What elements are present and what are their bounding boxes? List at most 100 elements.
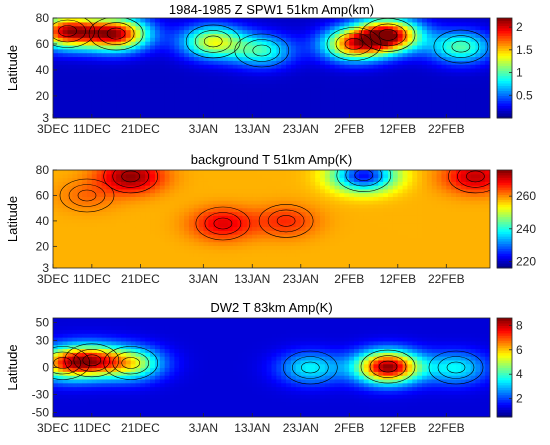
heatmap-cell [77, 260, 83, 265]
colorbar-segment [497, 105, 512, 109]
heatmap-cell [441, 79, 447, 84]
heatmap-cell [242, 41, 248, 46]
heatmap-cell [426, 230, 433, 235]
heatmap-cell [300, 252, 307, 258]
heatmap-cell [62, 48, 69, 54]
heatmap-cell [378, 260, 384, 265]
heatmap-cell [169, 18, 175, 23]
heatmap-cell [237, 56, 243, 61]
heatmap-cell [354, 21, 360, 27]
heatmap-cell [368, 237, 375, 243]
heatmap-cell [485, 110, 490, 115]
heatmap-cell [407, 33, 413, 38]
heatmap-cell [480, 196, 486, 201]
heatmap-cell [286, 75, 292, 81]
heatmap-cell [96, 44, 103, 50]
heatmap-cell [295, 249, 302, 254]
heatmap-cell [368, 219, 375, 224]
heatmap-cell [203, 252, 209, 258]
heatmap-cell [310, 18, 316, 23]
heatmap-cell [480, 56, 486, 61]
heatmap-cell [358, 110, 365, 115]
heatmap-cell [378, 114, 384, 118]
heatmap-cell [101, 215, 108, 220]
heatmap-cell [426, 91, 433, 96]
heatmap-cell [111, 102, 117, 108]
heatmap-cell [62, 52, 69, 58]
heatmap-cell [451, 173, 457, 179]
heatmap-cell [256, 237, 263, 243]
heatmap-cell [252, 170, 258, 175]
heatmap-cell [324, 237, 331, 243]
heatmap-cell [431, 192, 438, 197]
heatmap-cell [145, 48, 151, 54]
heatmap-cell [101, 94, 108, 100]
heatmap-cell [247, 41, 253, 46]
heatmap-cell [329, 60, 336, 65]
heatmap-cell [402, 71, 409, 77]
heatmap-cell [460, 222, 467, 228]
heatmap-cell [193, 234, 200, 239]
heatmap-cell [218, 177, 224, 182]
heatmap-cell [451, 102, 457, 108]
heatmap-cell [130, 91, 137, 96]
heatmap-cell [431, 177, 438, 182]
heatmap-cell [354, 18, 360, 23]
heatmap-cell [281, 234, 287, 239]
heatmap-cell [422, 110, 428, 115]
heatmap-cell [286, 264, 292, 268]
heatmap-cell [339, 249, 345, 254]
heatmap-cell [101, 203, 108, 209]
heatmap-cell [261, 98, 268, 104]
heatmap-cell [184, 181, 190, 186]
heatmap-cell [242, 173, 248, 179]
heatmap-cell [334, 33, 341, 38]
heatmap-cell [203, 170, 209, 175]
heatmap-cell [86, 56, 93, 61]
heatmap-cell [436, 234, 443, 239]
heatmap-cell [456, 222, 462, 228]
heatmap-cell [383, 203, 389, 209]
heatmap-cell [397, 52, 404, 58]
heatmap-cell [412, 256, 418, 262]
heatmap-cell [358, 177, 365, 182]
heatmap-cell [120, 102, 127, 108]
heatmap-cell [53, 21, 59, 27]
heatmap-cell [349, 237, 355, 243]
heatmap-cell [334, 56, 341, 61]
heatmap-cell [86, 75, 93, 81]
heatmap-cell [72, 75, 78, 81]
heatmap-cell [475, 181, 481, 186]
heatmap-cell [363, 192, 370, 197]
heatmap-cell [77, 71, 83, 77]
heatmap-cell [412, 188, 418, 194]
heatmap-cell [295, 170, 302, 175]
heatmap-cell [358, 33, 365, 38]
heatmap-cell [77, 33, 83, 38]
heatmap-cell [232, 196, 239, 201]
heatmap-cell [116, 181, 122, 186]
heatmap-cell [57, 401, 64, 407]
heatmap-cell [67, 102, 74, 108]
heatmap-cell [96, 41, 103, 46]
heatmap-cell [184, 230, 190, 235]
heatmap-cell [116, 102, 122, 108]
heatmap-cell [242, 56, 248, 61]
heatmap-cell [315, 41, 321, 46]
contour-line [335, 32, 373, 56]
heatmap-cell [57, 409, 64, 414]
heatmap-cell [218, 87, 224, 92]
heatmap-cell [57, 181, 64, 186]
heatmap-cell [208, 207, 214, 213]
heatmap-cell [451, 98, 457, 104]
heatmap-cell [252, 33, 258, 38]
heatmap-cell [188, 110, 195, 115]
heatmap-cell [383, 87, 389, 92]
heatmap-cell [358, 98, 365, 104]
heatmap-cell [329, 170, 336, 175]
heatmap-cell [67, 222, 74, 228]
heatmap-cell [407, 185, 413, 190]
heatmap-cell [150, 219, 156, 224]
heatmap-cell [383, 207, 389, 213]
heatmap-cell [164, 256, 171, 262]
